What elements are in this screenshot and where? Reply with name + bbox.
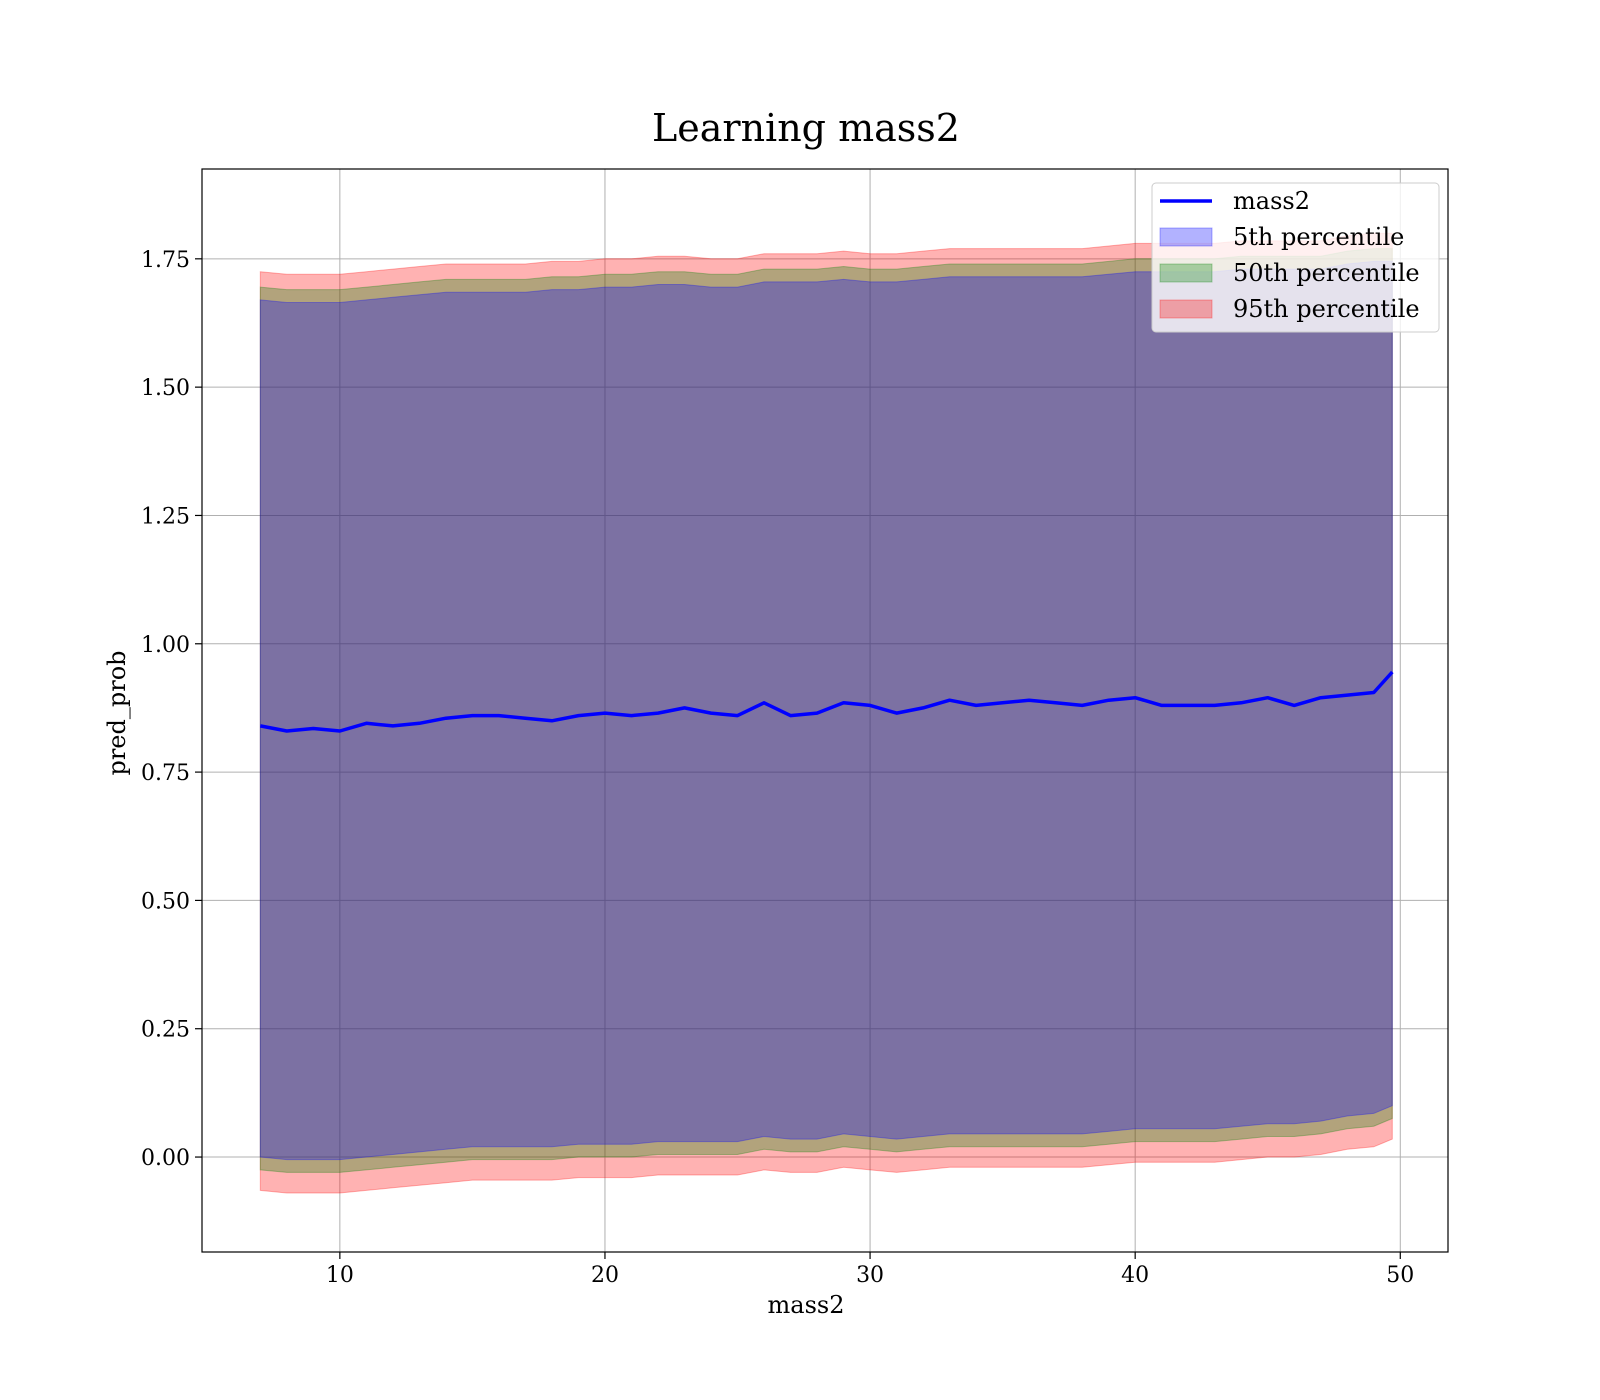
band-95th-percentile [259, 232, 1393, 1194]
y-axis-label: pred_prob [103, 650, 131, 775]
axes-frame [201, 168, 1449, 1253]
y-tick-label-0: 0.00 [141, 1146, 190, 1171]
y-tick-label-3: 0.75 [141, 761, 190, 786]
y-tick-label-4: 1.00 [141, 633, 190, 658]
y-tick-label-2: 0.50 [141, 889, 190, 914]
legend: mass2 5th percentile 50th percentile 95t… [1151, 182, 1440, 333]
legend-label-mass2: mass2 [1233, 187, 1310, 215]
legend-label-95th: 95th percentile [1233, 295, 1420, 323]
plot-area: 10 20 30 40 50 0.00 0.25 0.50 0.75 1.00 1.25 1.50 1.… [141, 168, 1449, 1288]
x-tick-label-0: 10 [326, 1263, 354, 1288]
series-line-mass2 [259, 670, 1394, 733]
legend-swatch-50th [1159, 263, 1213, 283]
y-tick-label-5: 1.25 [141, 504, 190, 529]
x-axis-label: mass2 [768, 1291, 845, 1319]
y-tick-label-7: 1.75 [141, 248, 190, 273]
legend-box [1151, 182, 1440, 333]
legend-label-50th: 50th percentile [1233, 259, 1420, 287]
x-tick-label-4: 50 [1386, 1263, 1414, 1288]
y-tick-label-6: 1.50 [141, 376, 190, 401]
x-tick-label-2: 30 [856, 1263, 884, 1288]
x-tick-label-1: 20 [591, 1263, 619, 1288]
legend-swatch-5th [1159, 227, 1213, 247]
x-tick-label-3: 40 [1121, 1263, 1149, 1288]
legend-swatch-95th [1159, 299, 1213, 319]
legend-label-5th: 5th percentile [1233, 223, 1404, 251]
y-tick-label-1: 0.25 [141, 1018, 190, 1043]
chart-title: Learning mass2 [652, 106, 960, 150]
